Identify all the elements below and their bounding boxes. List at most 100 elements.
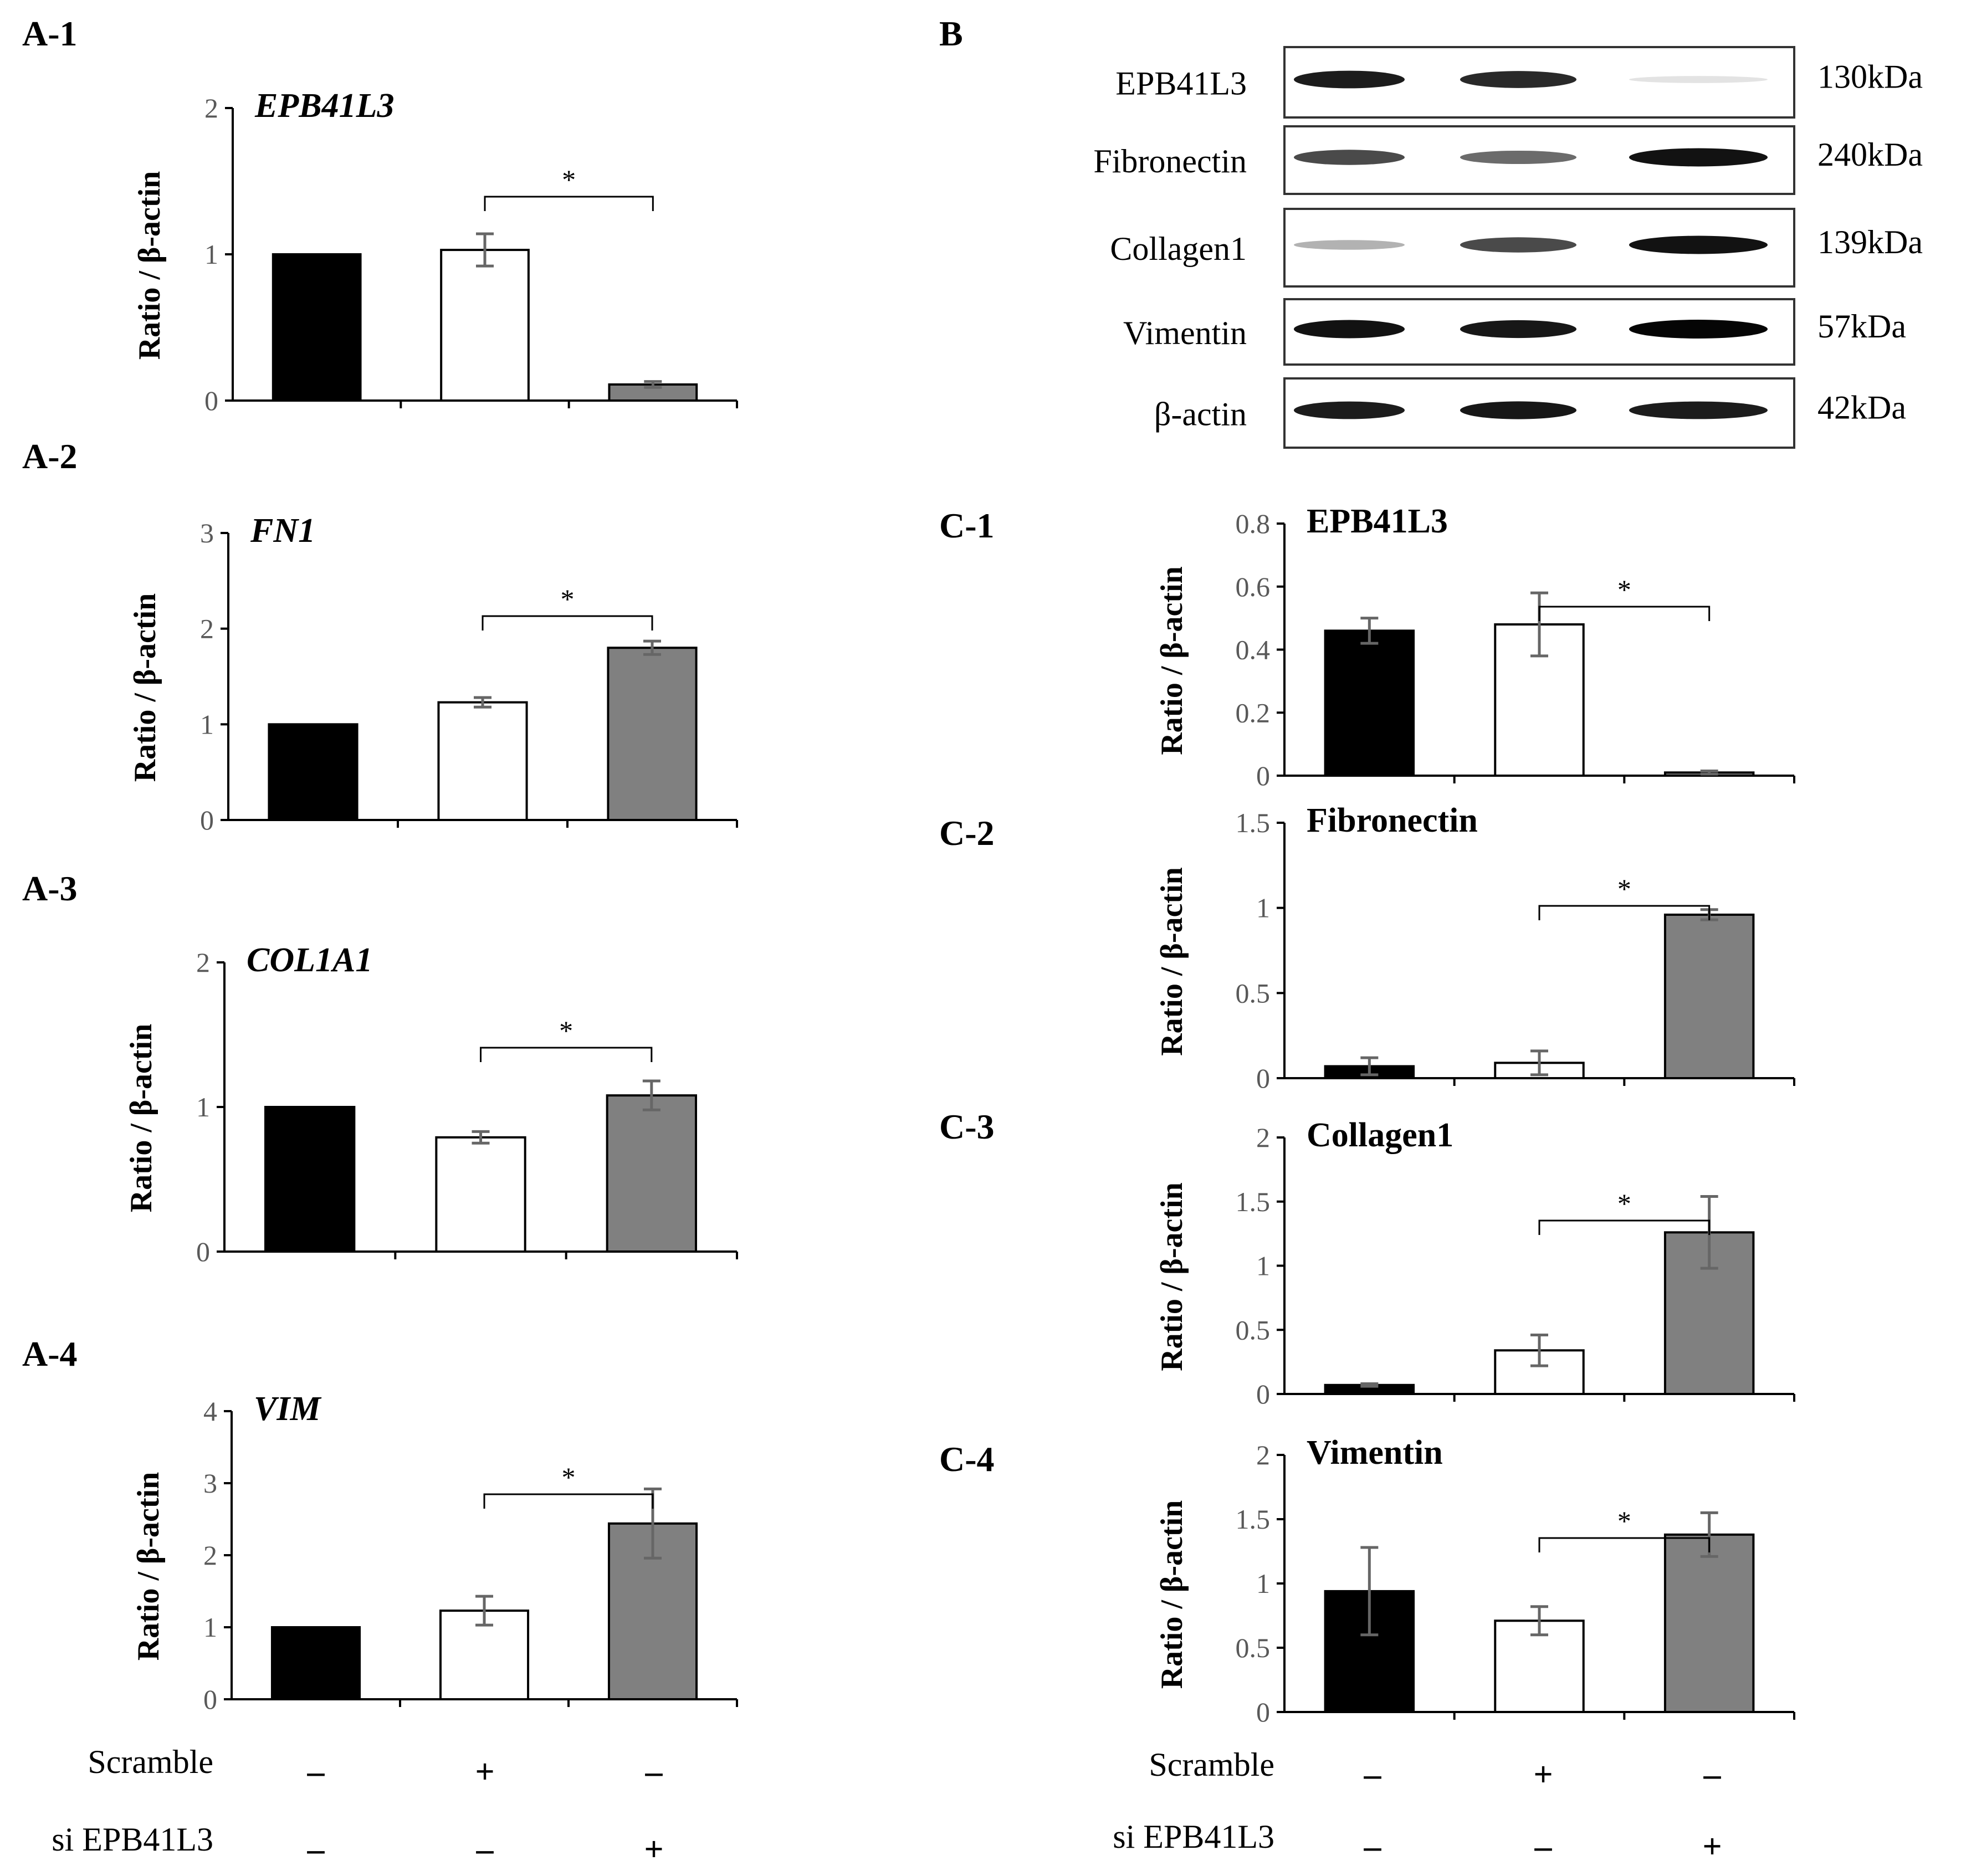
bar <box>268 723 359 822</box>
treatment-sign: – <box>1364 1828 1382 1865</box>
bar-chart-4: 0 1 2 3 4 * VIM Ratio / β-actin <box>131 1390 738 1715</box>
blot-protein-label: β-actin <box>1154 396 1247 433</box>
treatment-label: si EPB41L3 <box>52 1821 213 1858</box>
treatment-label: Scramble <box>88 1744 213 1780</box>
blot-band <box>1294 240 1405 250</box>
chart-title: EPB41L3 <box>1307 503 1448 540</box>
significance-bracket <box>483 1493 654 1509</box>
chart-title: Collagen1 <box>1307 1116 1453 1154</box>
significance-star: * <box>562 164 576 195</box>
y-axis-label: Ratio / β-actin <box>1155 867 1189 1056</box>
bar <box>606 1094 697 1253</box>
y-tick-label: 1 <box>203 1612 217 1643</box>
significance-star: * <box>1617 1505 1631 1536</box>
blot-row-3: Collagen1 139kDa <box>1110 208 1923 288</box>
treatment-label: si EPB41L3 <box>1113 1818 1274 1855</box>
y-tick-label: 1.5 <box>1236 807 1271 838</box>
panel-label-a1: A-1 <box>22 14 78 53</box>
bar <box>1663 1533 1755 1714</box>
panel-label-a2: A-2 <box>22 437 78 476</box>
y-axis-label: Ratio / β-actin <box>131 1472 166 1661</box>
bar <box>270 1626 361 1700</box>
treatment-table: Scramble – + – si EPB41L3 – – + Scramble – + – si EP… <box>52 1744 1722 1868</box>
bar <box>272 253 362 402</box>
blot-band <box>1629 320 1768 339</box>
treatment-sign: – <box>476 1831 494 1868</box>
y-tick-label: 0 <box>1256 1378 1270 1409</box>
significance-star: * <box>1617 574 1631 605</box>
blot-band <box>1460 150 1576 165</box>
blot-size-label: 130kDa <box>1817 59 1923 95</box>
treatment-sign: – <box>1364 1756 1382 1793</box>
y-tick-label: 2 <box>203 1540 217 1571</box>
blot-row-4: Vimentin 57kDa <box>1123 298 1906 366</box>
blot-size-label: 240kDa <box>1817 136 1923 173</box>
y-tick-label: 3 <box>200 517 214 549</box>
y-tick-label: 0 <box>196 1236 210 1267</box>
treatment-sign: – <box>645 1753 663 1791</box>
panel-label-c3: C-3 <box>939 1107 995 1146</box>
significance-star: * <box>561 583 575 614</box>
treatment-sign: – <box>1703 1756 1722 1793</box>
y-tick-label: 1.5 <box>1236 1504 1271 1535</box>
bar-charts: 0 1 2 * EPB41L3 Ratio / β-actin 0 1 2 3 * FN1 Ratio … <box>124 87 1795 1728</box>
blot-size-label: 139kDa <box>1817 224 1923 260</box>
blot-band <box>1294 320 1405 339</box>
blot-band <box>1460 71 1576 88</box>
bar <box>607 647 698 821</box>
chart-title: EPB41L3 <box>254 87 394 125</box>
y-tick-label: 0 <box>1256 1696 1270 1728</box>
treatment-sign: + <box>475 1753 494 1791</box>
y-tick-label: 2 <box>204 93 218 124</box>
y-axis-label: Ratio / β-actin <box>128 593 162 782</box>
y-tick-label: 2 <box>1256 1122 1270 1153</box>
blot-row-5: β-actin 42kDa <box>1154 377 1906 449</box>
blot-row-2: Fibronectin 240kDa <box>1093 125 1923 195</box>
blot-band <box>1629 148 1768 167</box>
y-tick-label: 0.4 <box>1236 634 1271 665</box>
significance-bracket <box>480 1047 653 1063</box>
treatment-sign: – <box>1534 1828 1553 1865</box>
y-tick-label: 0 <box>200 804 214 836</box>
blot-protein-label: Fibronectin <box>1093 143 1247 180</box>
blot-band <box>1460 401 1576 419</box>
y-tick-label: 0.5 <box>1236 1632 1271 1663</box>
y-tick-label: 1 <box>1256 1568 1270 1599</box>
treatment-label: Scramble <box>1149 1746 1274 1783</box>
bar <box>1324 629 1415 777</box>
blot-band <box>1294 401 1405 419</box>
chart-title: COL1A1 <box>247 941 372 979</box>
panel-label-c4: C-4 <box>939 1439 995 1479</box>
treatment-sign: – <box>307 1753 325 1791</box>
significance-star: * <box>1617 1188 1631 1219</box>
blot-band <box>1629 235 1768 254</box>
bar-chart-7: 0 0.5 1 1.5 2 * Collagen1 Ratio / β-actin <box>1155 1116 1795 1409</box>
bar <box>437 701 528 821</box>
bar-chart-8: 0 0.5 1 1.5 2 * Vimentin Ratio / β-actin <box>1155 1434 1795 1728</box>
significance-bracket <box>1538 1537 1711 1552</box>
y-tick-label: 2 <box>196 947 210 978</box>
bar-chart-1: 0 1 2 * EPB41L3 Ratio / β-actin <box>132 87 738 416</box>
significance-bracket <box>484 196 654 211</box>
blot-protein-label: Collagen1 <box>1110 230 1247 267</box>
significance-bracket <box>482 615 653 631</box>
bar-chart-6: 0 0.5 1 1.5 * Fibronectin Ratio / β-actin <box>1155 802 1795 1094</box>
treatment-sign: + <box>644 1831 663 1868</box>
significance-bracket <box>1538 905 1711 920</box>
bar <box>264 1106 356 1253</box>
bar-chart-3: 0 1 2 * COL1A1 Ratio / β-actin <box>124 941 738 1267</box>
bar <box>440 249 530 402</box>
y-tick-label: 1 <box>1256 893 1270 924</box>
treatment-sign: – <box>307 1831 325 1868</box>
blot-size-label: 57kDa <box>1817 308 1906 345</box>
y-tick-label: 1.5 <box>1236 1186 1271 1217</box>
y-tick-label: 0 <box>203 1684 217 1715</box>
blot-band <box>1460 237 1576 253</box>
blot-protein-label: EPB41L3 <box>1115 65 1247 102</box>
significance-star: * <box>1617 873 1631 904</box>
panel-label-c2: C-2 <box>939 813 995 853</box>
bar-chart-2: 0 1 2 3 * FN1 Ratio / β-actin <box>128 512 738 836</box>
y-tick-label: 0.6 <box>1236 571 1271 602</box>
panel-label-a4: A-4 <box>22 1334 78 1373</box>
